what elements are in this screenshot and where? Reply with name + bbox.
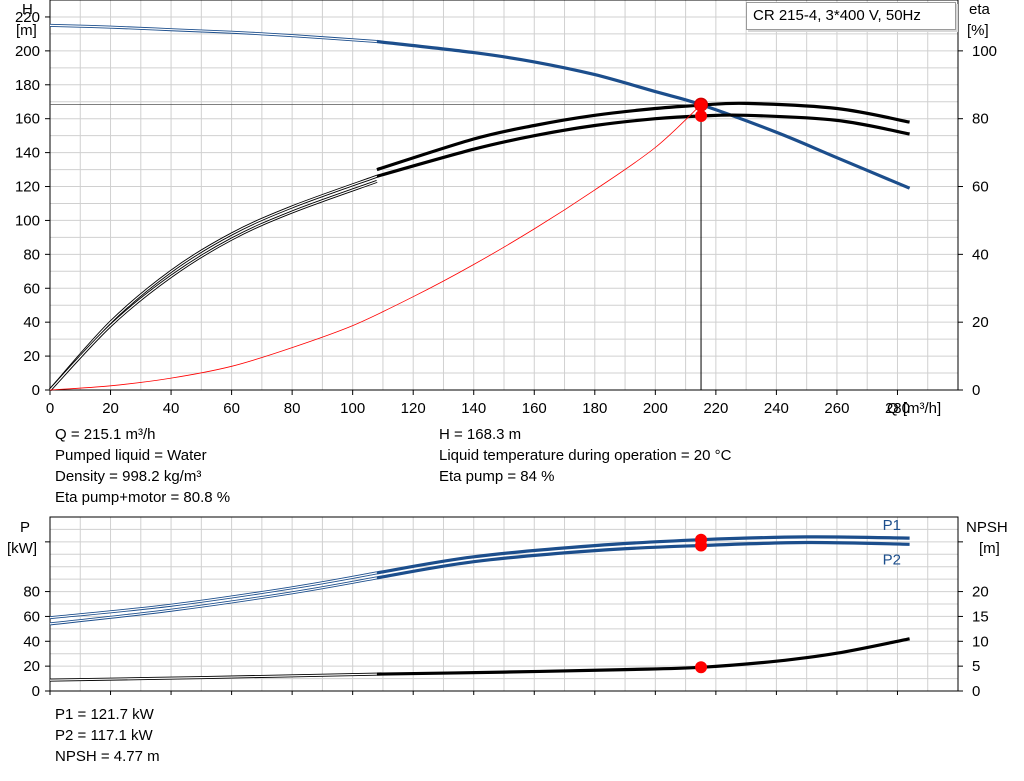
duty-info-right: H = 168.3 m Liquid temperature during op…	[439, 424, 731, 487]
info-temperature: Liquid temperature during operation = 20…	[439, 447, 732, 464]
y-axis-label-symbol: H	[22, 1, 33, 18]
top-eta_pump-curve	[376, 101, 910, 172]
info-eta-pump: Eta pump = 84 %	[439, 468, 555, 485]
x-tick-label: 180	[582, 400, 607, 417]
y2-tick-label: 10	[972, 633, 989, 650]
y2-tick-label: 60	[972, 179, 989, 196]
x-tick-label: 240	[764, 400, 789, 417]
top-system-curve	[49, 104, 702, 391]
duty-info-left: Q = 215.1 m³/h Pumped liquid = Water Den…	[55, 424, 230, 508]
x-tick-label: 120	[401, 400, 426, 417]
top-eta_total-extrapolated-curve	[48, 179, 378, 392]
bottom-p2-extrapolated-curve-inner	[49, 577, 378, 625]
info-p1: P1 = 121.7 kW	[55, 706, 154, 723]
npsh-marker	[695, 661, 708, 674]
eta-pump-marker	[695, 99, 708, 112]
y2-tick-label: 20	[972, 314, 989, 331]
y-tick-label: 120	[15, 179, 40, 196]
y2-tick-label: 20	[972, 584, 989, 601]
top-head-curve	[376, 39, 911, 190]
y2-axis-label-unit: [%]	[967, 22, 989, 39]
series-label-p1: P1	[883, 517, 901, 534]
y2-tick-label: 100	[972, 43, 997, 60]
top-eta_pump-extrapolated-curve-inner	[49, 175, 378, 391]
y-tick-label: 20	[23, 348, 40, 365]
bottom-p1-extrapolated-curve-inner	[49, 572, 378, 619]
top-eta_pump-extrapolated-curve	[48, 174, 378, 391]
x-tick-label: 160	[522, 400, 547, 417]
x-tick-label: 60	[223, 400, 240, 417]
info-liquid: Pumped liquid = Water	[55, 447, 207, 464]
y-tick-label: 180	[15, 77, 40, 94]
power-info: P1 = 121.7 kW P2 = 117.1 kW NPSH = 4.77 …	[55, 704, 160, 767]
eta-total-marker	[695, 109, 708, 122]
y-tick-label: 160	[15, 111, 40, 128]
y-axis-label-symbol: P	[20, 519, 30, 536]
x-tick-label: 0	[46, 400, 54, 417]
y-tick-label: 140	[15, 145, 40, 162]
bottom-plot-frame	[49, 516, 959, 692]
y-tick-label: 40	[23, 314, 40, 331]
y-tick-label: 80	[23, 584, 40, 601]
y2-tick-label: 40	[972, 246, 989, 263]
y2-tick-label: 0	[972, 683, 980, 700]
y2-axis-label-unit: [m]	[979, 540, 1000, 557]
y2-tick-label: 5	[972, 658, 980, 675]
y-tick-label: 0	[32, 683, 40, 700]
x-tick-label: 280	[885, 400, 910, 417]
top-plot-frame	[49, 0, 959, 391]
info-flow: Q = 215.1 m³/h	[55, 426, 156, 443]
y-tick-label: 0	[32, 382, 40, 399]
x-tick-label: 140	[461, 400, 486, 417]
y-tick-label: 20	[23, 658, 40, 675]
info-eta-total: Eta pump+motor = 80.8 %	[55, 489, 231, 506]
top-head-extrapolated-curve-inner	[49, 24, 377, 43]
x-tick-label: 20	[102, 400, 119, 417]
y2-tick-label: 80	[972, 111, 989, 128]
info-npsh: NPSH = 4.77 m	[55, 748, 160, 765]
pump-legend-text: CR 215-4, 3*400 V, 50Hz	[753, 7, 921, 24]
y-tick-label: 60	[23, 280, 40, 297]
bottom-npsh-curve	[376, 637, 910, 676]
y-tick-label: 40	[23, 633, 40, 650]
pump-legend-box: CR 215-4, 3*400 V, 50Hz	[746, 2, 956, 30]
x-tick-label: 100	[340, 400, 365, 417]
info-head: H = 168.3 m	[439, 426, 522, 443]
x-tick-label: 80	[284, 400, 301, 417]
y-tick-label: 100	[15, 212, 40, 229]
top-eta_total-extrapolated-curve-inner	[49, 180, 378, 391]
info-density: Density = 998.2 kg/m³	[55, 468, 202, 485]
bottom-npsh-extrapolated-curve-inner	[49, 673, 377, 681]
y2-axis-label-symbol: NPSH	[966, 519, 1008, 536]
x-axis-label: Q [m³/h]	[887, 400, 941, 417]
info-p2: P2 = 117.1 kW	[55, 727, 153, 744]
top-eta_total-curve	[376, 113, 910, 178]
p2-marker	[695, 539, 708, 552]
x-tick-label: 260	[824, 400, 849, 417]
y-tick-label: 80	[23, 246, 40, 263]
bottom-p1-curve	[376, 535, 910, 575]
y-tick-label: 200	[15, 43, 40, 60]
y-tick-label: 60	[23, 608, 40, 625]
y2-tick-label: 0	[972, 382, 980, 399]
x-tick-label: 200	[643, 400, 668, 417]
series-label-p2: P2	[883, 551, 901, 568]
y-tick-label: 220	[15, 9, 40, 26]
y-axis-label-unit: [kW]	[7, 540, 37, 557]
bottom-p2-curve	[376, 540, 910, 580]
y-axis-label-unit: [m]	[16, 22, 37, 39]
x-tick-label: 220	[703, 400, 728, 417]
y2-axis-label-symbol: eta	[969, 1, 991, 18]
y2-tick-label: 15	[972, 608, 989, 625]
x-tick-label: 40	[163, 400, 180, 417]
